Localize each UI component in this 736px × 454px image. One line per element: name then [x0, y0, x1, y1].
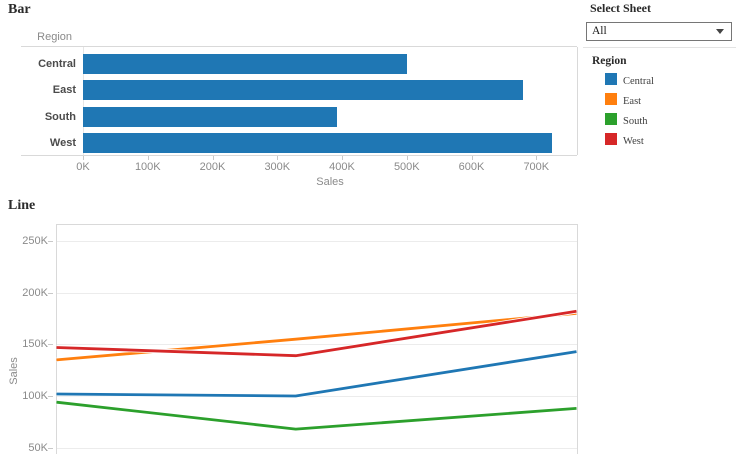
- bar-axis-ticklabel: 600K: [458, 161, 485, 173]
- line-series-east[interactable]: [56, 311, 577, 362]
- line-series-central[interactable]: [56, 349, 577, 399]
- line-gridline: [57, 344, 577, 346]
- line-axis-tickmark: [48, 241, 53, 242]
- line-series-central[interactable]: [56, 350, 577, 398]
- bar-axis-ticklabel: 700K: [523, 161, 550, 173]
- legend-item-central[interactable]: Central: [623, 76, 654, 87]
- line-gridline: [57, 292, 577, 294]
- legend-swatch-south[interactable]: [605, 113, 617, 125]
- legend-item-east[interactable]: East: [623, 96, 642, 107]
- line-axis-tickmark: [48, 447, 53, 449]
- line-axis-ticklabel: 50K: [28, 441, 48, 454]
- bar-row-header: Region: [37, 31, 72, 43]
- line-series-plot[interactable]: [56, 224, 577, 454]
- legend-item-south[interactable]: South: [623, 116, 648, 127]
- line-axis-ticklabel: 250K: [22, 235, 48, 247]
- bar-central[interactable]: [83, 54, 408, 74]
- bar-axis-ticklabel: 500K: [393, 161, 420, 173]
- bar-category-label[interactable]: Central: [38, 58, 76, 70]
- sheet-selector-label: Select Sheet: [590, 1, 651, 15]
- line-series-south[interactable]: [56, 400, 577, 431]
- line-series-south[interactable]: [56, 399, 577, 432]
- bar-axis-tickmark: [342, 156, 343, 160]
- bar-axis-ticklabel: 100K: [134, 161, 161, 173]
- line-plot-top-border: [56, 224, 578, 225]
- sheet-selector-value: All: [592, 25, 607, 37]
- legend-title: Region: [592, 55, 627, 67]
- line-gridline: [57, 241, 577, 242]
- bar-axis-ticklabel: 200K: [199, 161, 226, 173]
- bar-xaxis-title: Sales: [316, 176, 344, 188]
- line-axis-ticklabel: 150K: [22, 338, 48, 351]
- line-series-west[interactable]: [56, 309, 577, 358]
- line-axis-ticklabel: 200K: [22, 286, 48, 299]
- legend-item-west[interactable]: West: [623, 136, 644, 147]
- line-yaxis-title: Sales: [8, 357, 20, 385]
- bar-category-label[interactable]: East: [52, 84, 76, 96]
- bar-east[interactable]: [83, 80, 523, 100]
- bar-axis-tickmark: [83, 156, 84, 160]
- line-axis-ticklabel: 100K: [22, 390, 48, 402]
- bar-axis-line: [21, 155, 577, 156]
- panel-divider: [583, 47, 736, 48]
- bar-plot-right-border: [577, 47, 578, 155]
- bar-header-divider: [21, 46, 577, 47]
- sheet-selector-dropdown[interactable]: All: [586, 22, 732, 41]
- bar-axis-tickmark: [147, 156, 149, 160]
- line-gridline: [57, 396, 577, 397]
- bar-category-label[interactable]: West: [49, 137, 76, 149]
- bar-category-label[interactable]: South: [44, 111, 76, 123]
- legend-swatch-east[interactable]: [605, 93, 617, 105]
- line-gridline: [57, 447, 577, 449]
- bar-axis-tickmark: [536, 156, 538, 160]
- line-axis-tickmark: [48, 396, 53, 397]
- bar-axis-tickmark: [471, 156, 473, 160]
- bar-axis-tickmark: [277, 156, 279, 160]
- bar-axis-tickmark: [212, 156, 214, 160]
- line-axis-tickmark: [48, 344, 53, 346]
- bar-axis-ticklabel: 300K: [264, 161, 291, 173]
- bar-axis-tickmark: [406, 156, 408, 160]
- line-axis-tickmark: [48, 292, 53, 294]
- line-chart-title: Line: [8, 198, 36, 213]
- bar-axis-ticklabel: 0K: [76, 161, 90, 173]
- bar-chart-title: Bar: [8, 2, 31, 17]
- bar-pane-divider: [83, 47, 84, 155]
- line-plot-right-border: [577, 224, 578, 454]
- legend-swatch-central[interactable]: [605, 73, 617, 85]
- bar-south[interactable]: [83, 107, 337, 127]
- caret-down-icon: [716, 29, 724, 34]
- line-plot-left-border: [56, 224, 57, 454]
- legend-swatch-west[interactable]: [605, 133, 617, 145]
- bar-west[interactable]: [83, 133, 553, 153]
- bar-axis-ticklabel: 400K: [329, 161, 355, 173]
